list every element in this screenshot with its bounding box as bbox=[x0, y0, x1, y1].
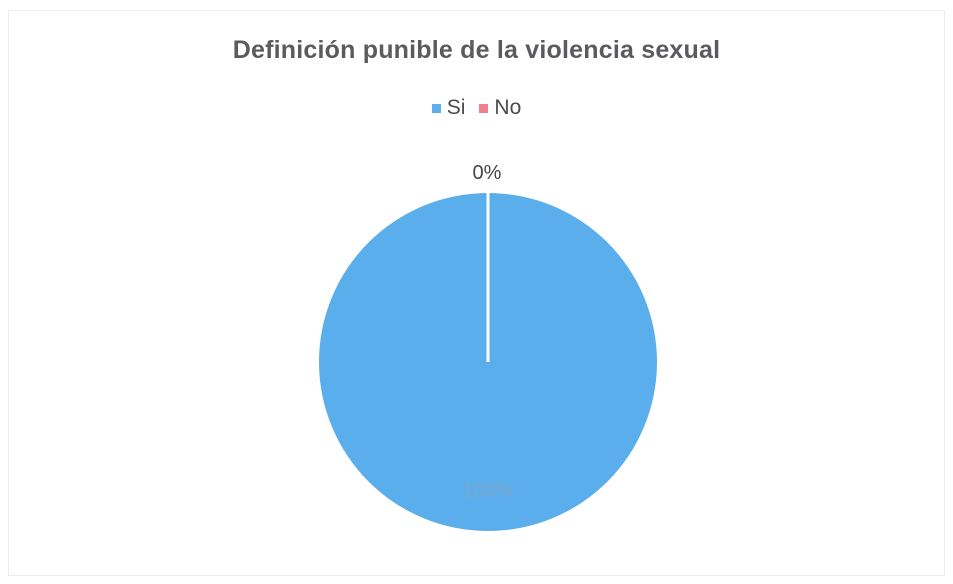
legend-swatch-no bbox=[479, 103, 489, 113]
legend-swatch-si bbox=[431, 103, 441, 113]
data-label-no: 0% bbox=[473, 162, 502, 184]
chart-frame bbox=[8, 10, 945, 576]
pie-slices bbox=[319, 193, 657, 531]
legend-label-si: Si bbox=[446, 96, 466, 119]
legend-entry-no: No bbox=[479, 96, 521, 120]
pie-data-labels: 100% 0% bbox=[462, 162, 513, 502]
legend-entry-si: Si bbox=[431, 96, 466, 120]
chart-title: Definición punible de la violencia sexua… bbox=[232, 36, 721, 64]
chart-legend: Si No bbox=[0, 96, 953, 120]
legend-label-no: No bbox=[494, 96, 522, 119]
data-label-si: 100% bbox=[462, 480, 513, 502]
